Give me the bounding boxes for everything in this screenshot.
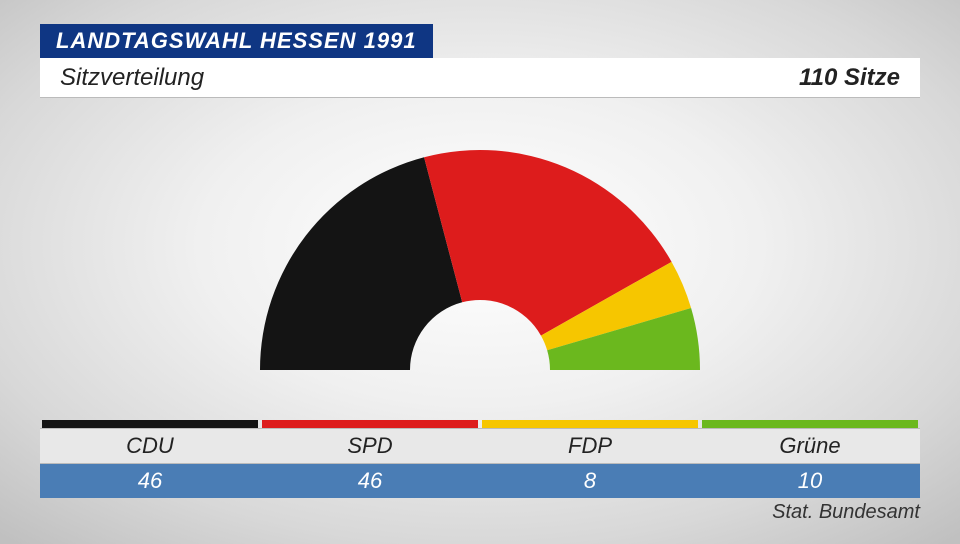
arc-cdu xyxy=(260,157,462,370)
legend-value-grüne: 10 xyxy=(700,464,920,498)
legend-color-fdp xyxy=(482,420,698,428)
source-text: Stat. Bundesamt xyxy=(772,501,920,524)
header-title: LANDTAGSWAHL HESSEN 1991 xyxy=(40,24,433,58)
subheader-right: 110 Sitze xyxy=(799,64,900,92)
legend-value-fdp: 8 xyxy=(480,464,700,498)
legend-value-spd: 46 xyxy=(260,464,480,498)
legend-label-fdp: FDP xyxy=(480,429,700,463)
subheader-bar: Sitzverteilung 110 Sitze xyxy=(40,58,920,98)
legend-value-cdu: 46 xyxy=(40,464,260,498)
legend-color-cdu xyxy=(42,420,258,428)
legend-color-row xyxy=(40,420,920,428)
legend-color-grüne xyxy=(702,420,918,428)
subheader-left: Sitzverteilung xyxy=(60,64,204,92)
seat-distribution-chart xyxy=(230,140,730,390)
legend-label-row: CDUSPDFDPGrüne xyxy=(40,428,920,464)
legend-value-row: 4646810 xyxy=(40,464,920,498)
legend: CDUSPDFDPGrüne 4646810 xyxy=(40,420,920,498)
legend-label-spd: SPD xyxy=(260,429,480,463)
legend-label-grüne: Grüne xyxy=(700,429,920,463)
legend-label-cdu: CDU xyxy=(40,429,260,463)
legend-color-spd xyxy=(262,420,478,428)
